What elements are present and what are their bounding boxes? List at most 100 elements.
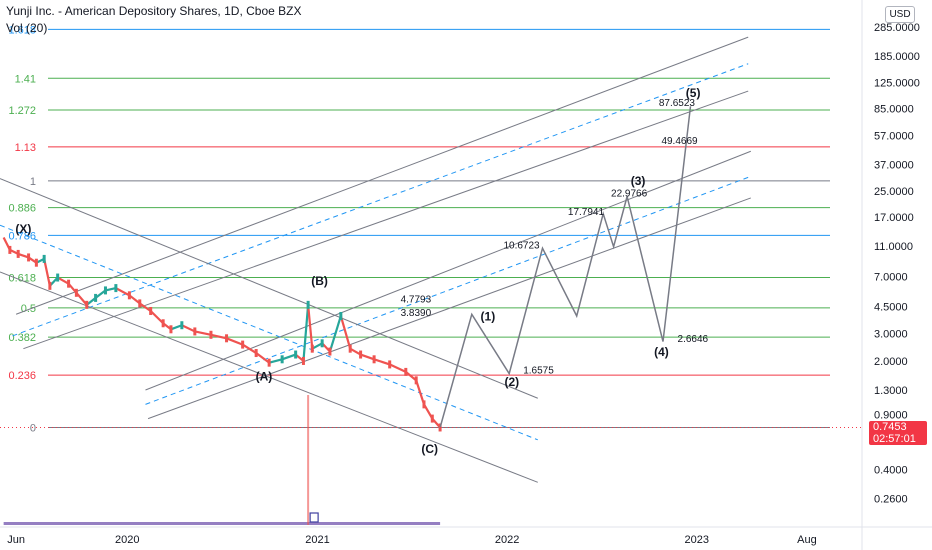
x-tick-label: 2021 — [305, 534, 329, 546]
currency-badge[interactable]: USD — [885, 6, 915, 23]
price-candle — [280, 355, 284, 364]
price-candle — [27, 253, 31, 262]
x-tick-label: 2022 — [495, 534, 519, 546]
price-segment — [17, 252, 29, 259]
price-candle — [34, 258, 38, 267]
x-tick-label: 2020 — [115, 534, 139, 546]
wave-label: (2) — [504, 375, 519, 389]
price-annotation: 49.4669 — [661, 136, 698, 147]
price-series — [2, 237, 442, 432]
price-candle — [388, 360, 392, 369]
price-candle — [254, 349, 258, 358]
price-candle — [180, 321, 184, 330]
wave-label: (A) — [256, 369, 273, 383]
price-annotation: 4.7793 — [401, 295, 432, 306]
price-segment — [415, 379, 426, 405]
price-candle — [103, 286, 107, 295]
price-annotation: 3.8390 — [401, 308, 432, 319]
price-candle — [149, 306, 153, 315]
wave-label: (3) — [631, 174, 646, 188]
wave-label: (1) — [481, 309, 496, 323]
price-candle — [48, 281, 52, 290]
price-segment — [43, 258, 51, 287]
wave-labels: (X) (A) (B) (C) (1) (2) (3) (4) (5) — [15, 86, 700, 456]
channel-line — [145, 150, 751, 391]
fib-levels: 1.618 1.41 1.272 1.13 1 0.886 0.786 0.618 0.5 0.3… — [8, 24, 830, 434]
fib-label: 0.236 — [8, 370, 36, 382]
x-tick-label: 2023 — [685, 534, 709, 546]
fib-label: 1 — [30, 176, 36, 188]
channel-line — [15, 36, 749, 315]
price-segment — [339, 315, 352, 349]
price-candle — [138, 299, 142, 308]
wave-label: (C) — [421, 442, 438, 456]
chart-title: Yunji Inc. - American Depository Shares,… — [6, 4, 302, 18]
y-axis: 285.0000 185.0000 125.0000 85.0000 57.0000 37… — [874, 22, 920, 505]
price-candle — [67, 279, 71, 288]
price-segment — [194, 330, 212, 336]
price-candle — [169, 325, 173, 334]
y-tick-label: 1.3000 — [874, 385, 908, 397]
price-segment — [149, 310, 164, 325]
wave-projection-path — [439, 106, 692, 428]
price-candle — [193, 327, 197, 336]
trend-channels — [0, 36, 751, 483]
price-segment — [57, 276, 70, 285]
price-segment — [311, 342, 323, 350]
volume-bars — [3, 395, 441, 525]
price-annotation: 22.9766 — [611, 188, 648, 199]
price-candle — [85, 300, 89, 309]
price-candle — [422, 400, 426, 409]
price-annotation: 17.7941 — [568, 207, 605, 218]
price-annotation: 10.6723 — [503, 241, 540, 252]
y-tick-label: 4.5000 — [874, 301, 908, 313]
price-candle — [310, 344, 314, 353]
channel-median-line — [12, 63, 749, 337]
y-tick-label: 185.0000 — [874, 51, 920, 63]
y-tick-label: 37.0000 — [874, 159, 914, 171]
price-segment — [307, 304, 314, 349]
price-candle — [56, 273, 60, 282]
fib-label: 1.41 — [15, 73, 36, 85]
y-tick-label: 7.0000 — [874, 272, 908, 284]
price-segment — [302, 304, 310, 362]
price-candle — [404, 367, 408, 376]
fib-label: 0.382 — [8, 332, 36, 344]
volume-label: Vol (20) — [6, 21, 48, 35]
price-segment — [170, 324, 183, 331]
price-annotation: 87.6523 — [659, 98, 696, 109]
fib-label: 0.5 — [21, 303, 36, 315]
volume-bar — [309, 512, 319, 523]
price-segment — [360, 353, 375, 361]
y-tick-label: 11.0000 — [874, 241, 913, 253]
price-segment — [349, 347, 362, 356]
y-tick-label: 85.0000 — [874, 103, 914, 115]
last-price-badge: 0.7453 02:57:01 — [869, 421, 927, 445]
price-candle — [127, 291, 131, 300]
price-segment — [94, 289, 107, 299]
last-price-countdown: 02:57:01 — [873, 433, 916, 445]
price-segment — [181, 324, 196, 333]
y-tick-label: 0.4000 — [874, 464, 908, 476]
price-candle — [16, 249, 20, 258]
price-segment — [105, 287, 117, 292]
price-segment — [281, 353, 297, 361]
volume-bar — [3, 522, 441, 525]
price-candle — [294, 350, 298, 359]
channel-line — [147, 197, 751, 420]
wave-label: (4) — [654, 345, 669, 359]
x-axis: Jun 2020 2021 2022 2023 Aug — [7, 534, 816, 546]
price-candle — [209, 330, 213, 339]
price-candle — [348, 344, 352, 353]
price-segment — [115, 287, 130, 297]
y-tick-label: 0.9000 — [874, 410, 908, 422]
price-candle — [114, 284, 118, 293]
price-segment — [328, 315, 342, 352]
y-tick-label: 17.0000 — [874, 212, 914, 224]
price-candle — [42, 254, 46, 263]
price-segment — [255, 352, 270, 364]
y-tick-label: 2.0000 — [874, 356, 908, 368]
wave-label: (X) — [15, 222, 31, 236]
